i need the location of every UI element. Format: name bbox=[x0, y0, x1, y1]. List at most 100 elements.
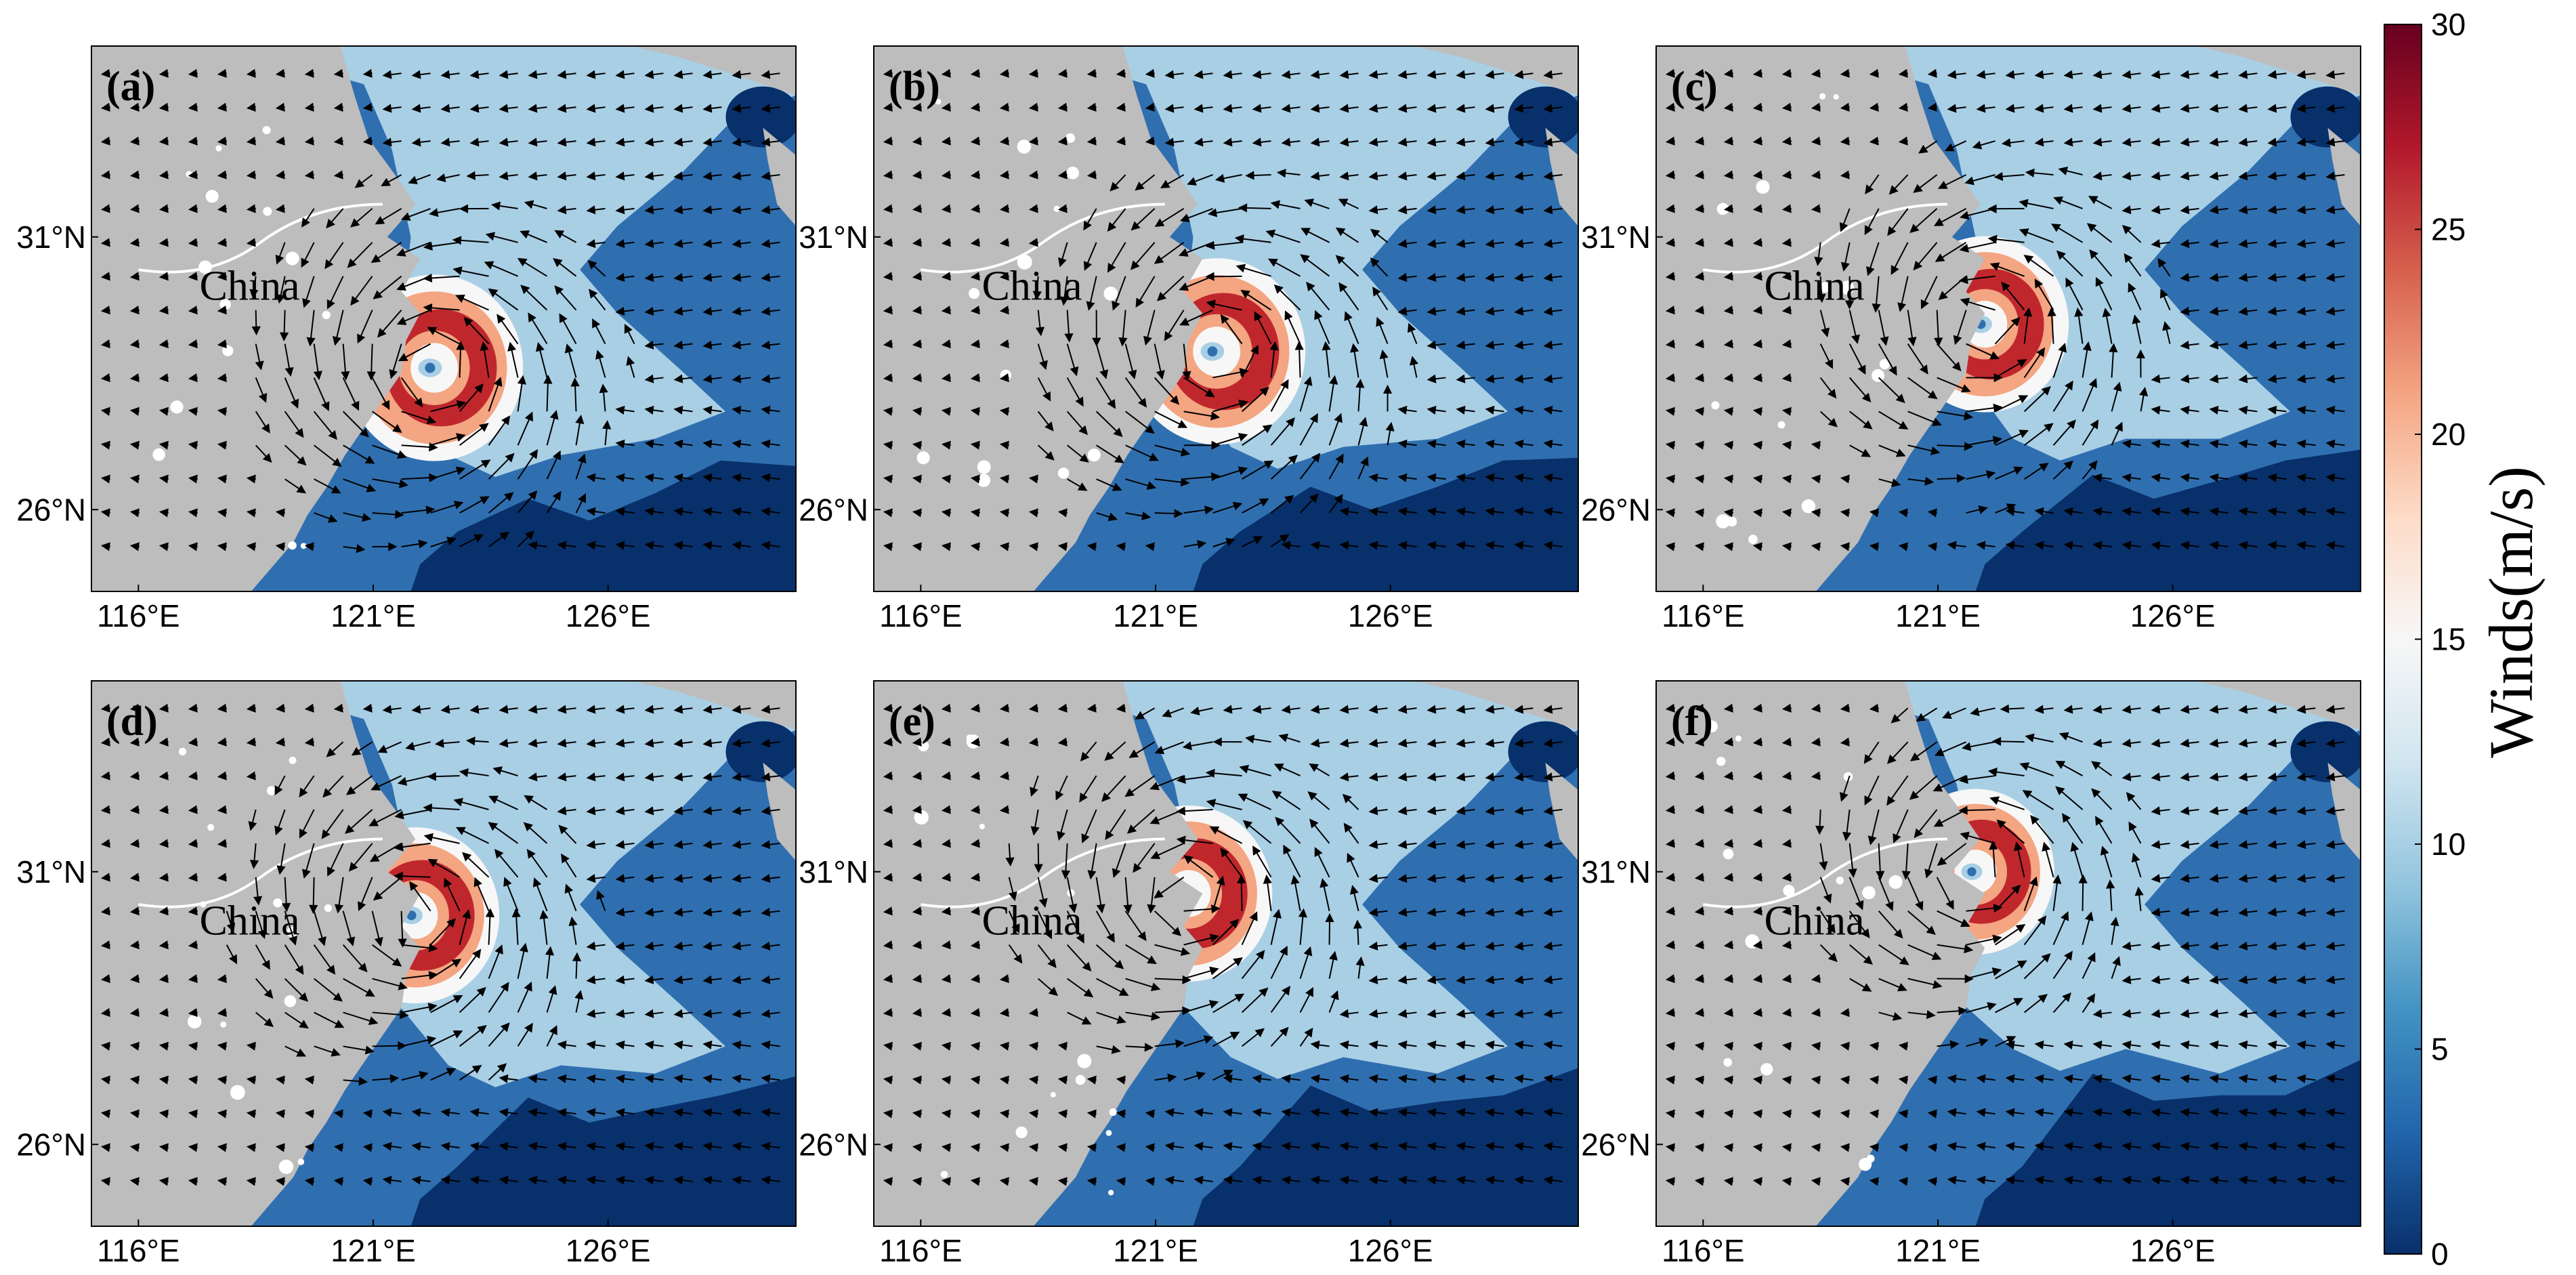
wind-arrow-head bbox=[602, 419, 612, 430]
wind-arrow-head bbox=[732, 405, 742, 415]
wind-arrow-head bbox=[1339, 772, 1349, 782]
wind-arrow-head bbox=[615, 306, 625, 316]
wind-arrow-head bbox=[2209, 306, 2219, 316]
wind-arrow-head bbox=[1130, 260, 1140, 270]
wind-arrow-head bbox=[409, 881, 419, 892]
wind-arrow-head bbox=[2121, 705, 2132, 714]
wind-arrow-head bbox=[2064, 950, 2073, 961]
lake-mark bbox=[1053, 205, 1060, 212]
wind-arrow-head bbox=[1694, 1143, 1704, 1152]
wind-arrow-head bbox=[1964, 944, 1974, 954]
kyushu-land bbox=[1545, 762, 1578, 861]
wind-arrow-head bbox=[1723, 805, 1733, 814]
wind-arrow-head bbox=[356, 544, 366, 553]
wind-arrow-head bbox=[528, 171, 538, 181]
wind-arrow-head bbox=[1827, 388, 1837, 399]
lake-mark bbox=[222, 345, 234, 356]
wind-arrow-head bbox=[1263, 460, 1274, 469]
wind-arrow-head bbox=[1927, 1177, 1937, 1186]
wind-arrow-head bbox=[1880, 336, 1889, 346]
wind-arrow-head bbox=[1893, 929, 1903, 939]
wind-arrow-head bbox=[188, 1177, 198, 1186]
wind-arrow-head bbox=[459, 768, 469, 778]
wind-arrow-head bbox=[1427, 439, 1437, 448]
wind-arrow-head bbox=[246, 703, 256, 713]
wind-arrow-head bbox=[883, 306, 893, 315]
wind-arrow-head bbox=[553, 257, 563, 268]
wind-arrow-head bbox=[2063, 705, 2073, 714]
wind-arrow-head bbox=[1427, 104, 1437, 113]
wind-arrow-head bbox=[1057, 68, 1068, 78]
wind-arrow-head bbox=[1078, 425, 1089, 436]
wind-arrow-head bbox=[2058, 732, 2069, 741]
wind-arrow-head bbox=[359, 427, 369, 438]
wind-arrow-head bbox=[761, 1108, 771, 1117]
wind-arrow-head bbox=[1781, 1177, 1792, 1186]
wind-arrow-head bbox=[2180, 70, 2190, 79]
wind-arrow-head bbox=[970, 339, 980, 349]
wind-arrow-head bbox=[1485, 507, 1495, 516]
wind-arrow-head bbox=[253, 896, 263, 906]
wind-arrow-head bbox=[1752, 974, 1762, 984]
wind-arrow-head bbox=[333, 703, 343, 713]
wind-arrow-head bbox=[2267, 705, 2277, 714]
wind-arrow-head bbox=[1811, 136, 1821, 146]
x-tick-label: 126°E bbox=[2130, 598, 2216, 633]
wind-arrow-head bbox=[1694, 542, 1704, 551]
wind-arrow-head bbox=[2005, 507, 2015, 516]
wind-arrow-head bbox=[2180, 439, 2190, 448]
wind-arrow-head bbox=[1665, 238, 1675, 247]
panel-label: (b) bbox=[889, 64, 940, 110]
wind-arrow-head bbox=[2092, 473, 2103, 482]
colorbar-tick-label: 5 bbox=[2431, 1032, 2449, 1067]
wind-arrow-head bbox=[557, 1142, 567, 1151]
wind-arrow-head bbox=[2092, 138, 2103, 147]
wind-arrow-head bbox=[188, 737, 198, 747]
wind-arrow-head bbox=[1931, 951, 1942, 961]
kyushu-land bbox=[1545, 127, 1578, 226]
wind-arrow-head bbox=[1927, 1075, 1937, 1085]
wind-arrow-head bbox=[1427, 975, 1437, 984]
wind-arrow-head bbox=[1456, 439, 1466, 448]
wind-arrow-head bbox=[100, 102, 110, 112]
wind-arrow-head bbox=[912, 508, 922, 518]
wind-arrow-head bbox=[129, 1041, 140, 1051]
wind-arrow-head bbox=[2267, 507, 2277, 516]
wind-arrow-head bbox=[188, 204, 198, 213]
wind-arrow-head bbox=[2023, 307, 2033, 317]
wind-arrow-head bbox=[452, 266, 463, 276]
wind-arrow-head bbox=[129, 272, 140, 281]
wind-arrow-head bbox=[1145, 1177, 1155, 1186]
wind-arrow-head bbox=[440, 705, 450, 714]
wind-arrow-head bbox=[1076, 934, 1084, 944]
wind-arrow-head bbox=[1397, 473, 1408, 482]
wind-arrow-head bbox=[575, 414, 585, 425]
wind-arrow-head bbox=[2095, 276, 2104, 287]
wind-arrow-head bbox=[2034, 138, 2044, 147]
wind-arrow-head bbox=[362, 68, 373, 78]
wind-arrow-head bbox=[361, 513, 372, 522]
wind-arrow-head bbox=[2267, 1108, 2277, 1117]
wind-arrow-head bbox=[1156, 291, 1167, 301]
wind-arrow-head bbox=[334, 904, 344, 914]
wind-arrow-head bbox=[2296, 340, 2306, 350]
lake-mark bbox=[977, 460, 991, 474]
wind-arrow-head bbox=[346, 936, 356, 946]
wind-arrow-head bbox=[673, 1009, 683, 1018]
wind-arrow-head bbox=[673, 405, 683, 415]
wind-arrow-head bbox=[217, 170, 227, 180]
wind-arrow-head bbox=[970, 440, 980, 450]
lake-mark bbox=[1735, 735, 1742, 742]
wind-arrow-head bbox=[761, 239, 771, 249]
wind-arrow-head bbox=[304, 737, 314, 747]
wind-arrow-head bbox=[535, 341, 545, 352]
wind-arrow-head bbox=[1752, 440, 1762, 450]
wind-arrow-head bbox=[558, 824, 568, 835]
wind-arrow-head bbox=[2296, 1040, 2306, 1049]
wind-arrow-head bbox=[1225, 537, 1236, 547]
wind-arrow-head bbox=[1427, 840, 1437, 850]
wind-arrow-head bbox=[1242, 820, 1253, 829]
wind-arrow-head bbox=[1456, 473, 1466, 482]
wind-arrow-head bbox=[2151, 806, 2161, 816]
wind-arrow-head bbox=[2267, 439, 2277, 448]
